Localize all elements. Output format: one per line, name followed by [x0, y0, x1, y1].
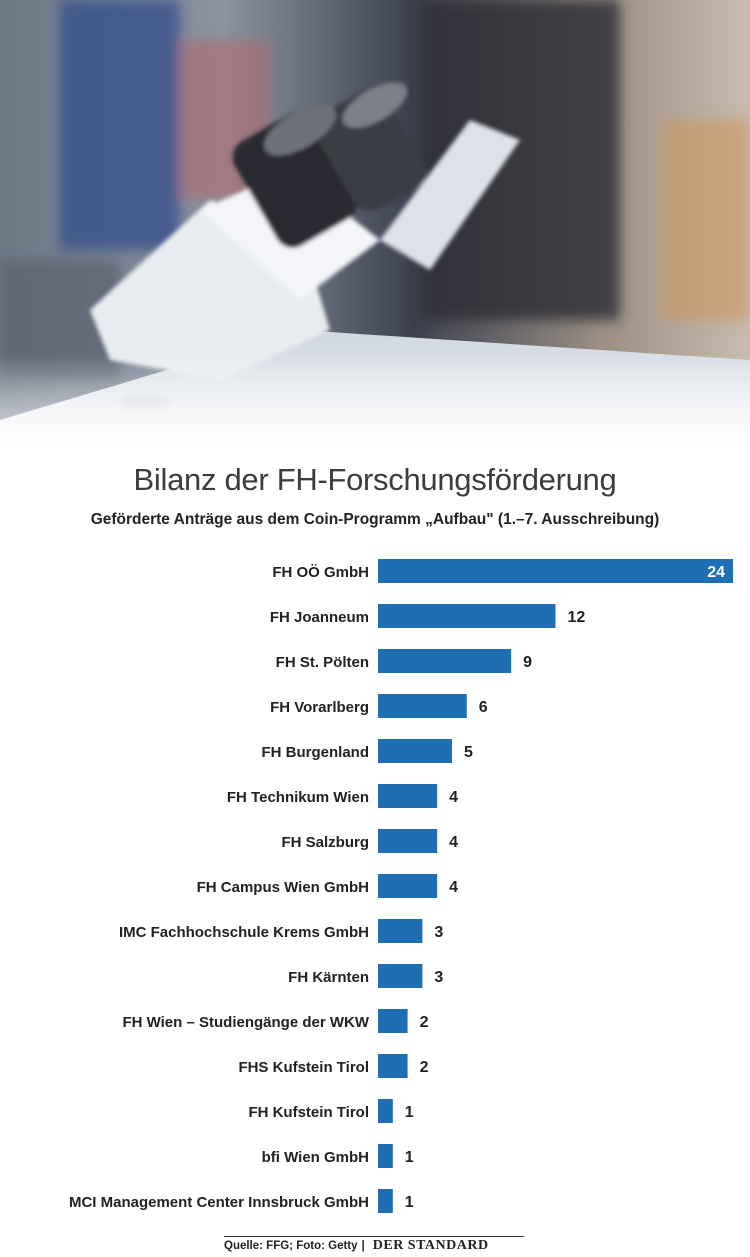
value-label: 1	[405, 1194, 414, 1211]
bar	[378, 784, 438, 808]
bar	[378, 1099, 393, 1123]
source-text: Quelle: FFG; Foto: Getty	[224, 1240, 358, 1252]
category-label: bfi Wien GmbH	[262, 1149, 369, 1166]
bar	[378, 649, 512, 673]
bar	[378, 604, 556, 628]
value-label: 24	[707, 564, 725, 581]
category-label: FH Campus Wien GmbH	[197, 879, 369, 896]
category-label: MCI Management Center Innsbruck GmbH	[69, 1194, 369, 1211]
value-label: 2	[420, 1059, 429, 1076]
chart-subtitle: Geförderte Anträge aus dem Coin-Programm…	[90, 511, 660, 528]
value-label: 6	[479, 699, 488, 716]
bar	[378, 964, 423, 988]
bar	[378, 739, 452, 763]
category-label: FH Joanneum	[270, 609, 369, 626]
brand-logo: DER STANDARD	[372, 1238, 489, 1253]
microscope-photo	[0, 0, 750, 470]
value-label: 5	[464, 744, 473, 761]
category-label: IMC Fachhochschule Krems GmbH	[119, 924, 369, 941]
bar	[378, 829, 438, 853]
value-label: 4	[449, 789, 458, 806]
value-label: 2	[420, 1014, 429, 1031]
bar	[378, 694, 467, 718]
category-label: FH Kufstein Tirol	[248, 1104, 369, 1121]
category-label: FH Technikum Wien	[227, 789, 369, 806]
bar	[378, 1189, 393, 1213]
bar	[378, 559, 733, 583]
bar	[378, 1144, 393, 1168]
bar	[378, 1054, 408, 1078]
source-footer: Quelle: FFG; Foto: Getty | DER STANDARD	[224, 1236, 524, 1254]
chart-title: Bilanz der FH-Forschungsförderung	[133, 462, 617, 497]
category-label: FH Burgenland	[262, 744, 370, 761]
value-label: 3	[434, 969, 443, 986]
category-label: FH OÖ GmbH	[272, 564, 369, 581]
bar	[378, 874, 438, 898]
value-label: 4	[449, 834, 458, 851]
category-label: FH Wien – Studiengänge der WKW	[122, 1014, 369, 1031]
category-label: FHS Kufstein Tirol	[238, 1059, 369, 1076]
value-label: 4	[449, 879, 458, 896]
category-label: FH Kärnten	[288, 969, 369, 986]
category-label: FH St. Pölten	[276, 654, 369, 671]
bar	[378, 1009, 408, 1033]
category-label: FH Salzburg	[281, 834, 369, 851]
footer-separator: |	[361, 1240, 365, 1252]
value-label: 9	[523, 654, 532, 671]
bar	[378, 919, 423, 943]
value-label: 3	[434, 924, 443, 941]
category-label: FH Vorarlberg	[270, 699, 369, 716]
value-label: 12	[568, 609, 586, 626]
value-label: 1	[405, 1149, 414, 1166]
value-label: 1	[405, 1104, 414, 1121]
